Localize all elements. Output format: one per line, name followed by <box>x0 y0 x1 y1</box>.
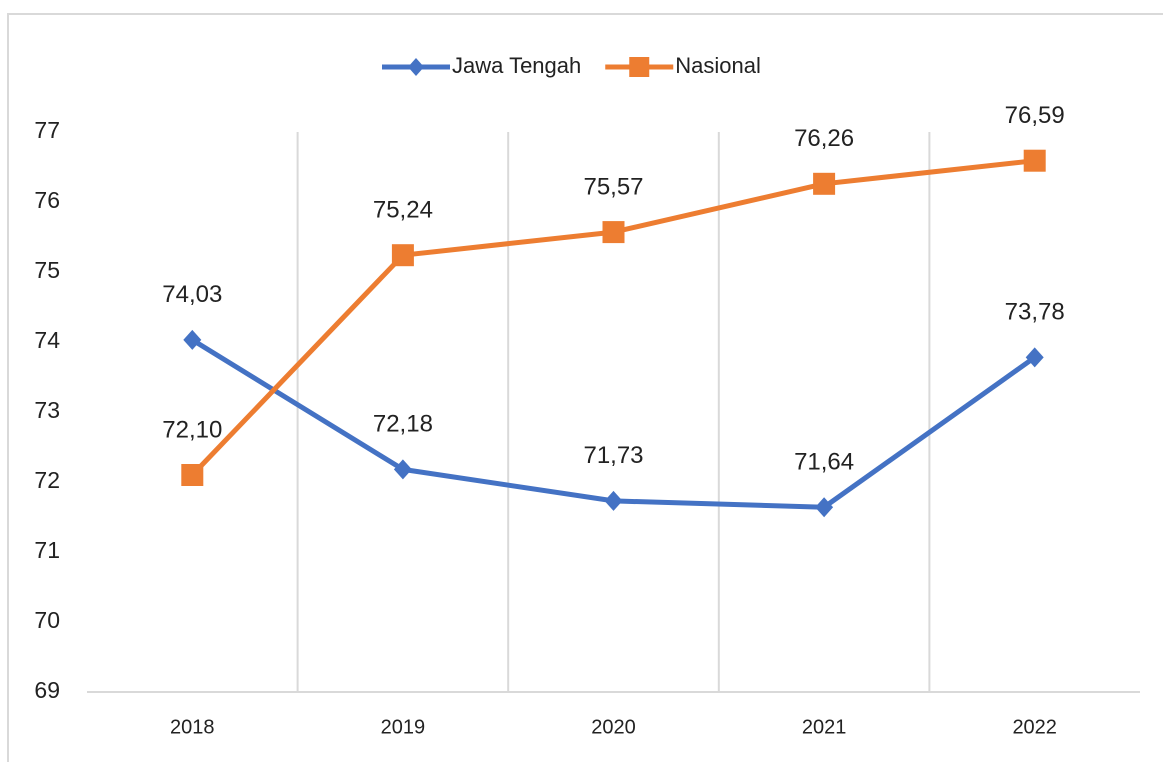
data-label: 72,18 <box>373 411 433 438</box>
y-tick-label: 75 <box>34 257 60 283</box>
data-label: 76,59 <box>1005 102 1065 129</box>
x-tick-label: 2018 <box>170 716 215 738</box>
marker <box>1025 347 1044 368</box>
marker <box>183 329 202 350</box>
legend-label: Jawa Tengah <box>452 53 581 78</box>
legend-marker <box>408 58 424 76</box>
y-tick-label: 77 <box>34 117 60 143</box>
marker <box>604 490 623 511</box>
y-tick-label: 71 <box>34 537 60 563</box>
marker <box>181 464 204 486</box>
marker <box>815 497 834 518</box>
legend-marker <box>629 57 650 77</box>
y-tick-label: 72 <box>34 467 60 493</box>
data-label: 71,73 <box>583 442 643 469</box>
data-label: 75,24 <box>373 197 433 224</box>
y-tick-label: 76 <box>34 187 60 213</box>
x-tick-label: 2022 <box>1012 716 1057 738</box>
data-label: 74,03 <box>162 281 222 308</box>
marker <box>813 172 836 195</box>
y-tick-label: 69 <box>34 677 60 703</box>
y-tick-label: 74 <box>34 327 60 353</box>
data-label: 75,57 <box>583 173 643 200</box>
marker <box>393 459 412 480</box>
data-label: 76,26 <box>794 125 854 152</box>
chart-border <box>7 13 1163 762</box>
y-tick-label: 73 <box>34 397 60 423</box>
data-label: 72,10 <box>162 416 222 443</box>
x-tick-label: 2020 <box>591 716 636 738</box>
legend-label: Nasional <box>675 53 761 78</box>
data-label: 71,64 <box>794 449 854 476</box>
data-label: 73,78 <box>1005 299 1065 326</box>
marker <box>602 221 625 244</box>
x-tick-label: 2021 <box>802 716 847 738</box>
y-tick-label: 70 <box>34 607 60 633</box>
marker <box>391 244 414 267</box>
x-tick-label: 2019 <box>381 716 426 738</box>
marker <box>1023 149 1046 172</box>
